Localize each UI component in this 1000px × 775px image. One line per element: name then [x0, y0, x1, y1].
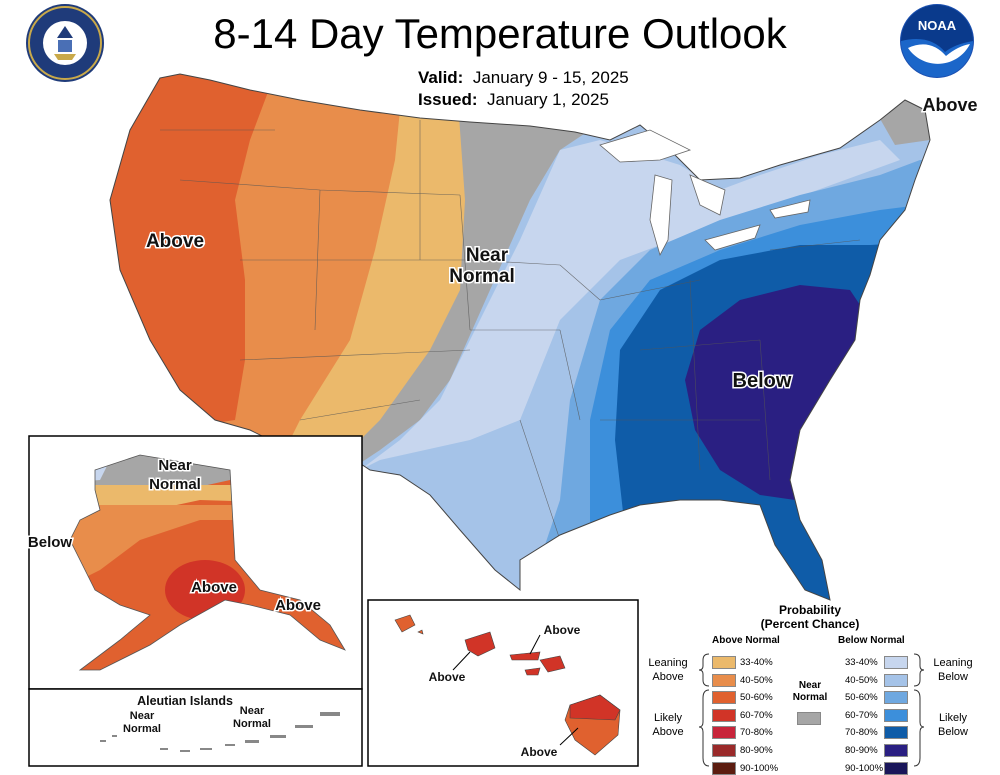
- above-range-4: 60-70%: [740, 709, 773, 721]
- commerce-seal-icon: [28, 6, 102, 80]
- hawaii-islands: [394, 614, 621, 756]
- above-swatch-1: [712, 656, 736, 669]
- aleutian-left-normal: Normal: [123, 723, 161, 735]
- commerce-seal-logo: [26, 4, 104, 82]
- above-swatch-2: [712, 673, 736, 687]
- alaska-label-near: Near: [158, 457, 192, 474]
- above-range-6: 80-90%: [740, 745, 773, 756]
- above-range-1: 33-40%: [740, 657, 773, 668]
- issued-value: January 1, 2025: [486, 90, 609, 109]
- below-swatch-2: [884, 673, 908, 687]
- label-maine-above: Above: [922, 95, 977, 115]
- below-swatch-5: [884, 726, 908, 740]
- below-swatch-4: [884, 708, 908, 722]
- alaska-outline: [69, 454, 346, 671]
- valid-value: January 9 - 15, 2025: [472, 68, 629, 87]
- below-range-7: 90-100%: [845, 762, 884, 774]
- above-swatch-5: [712, 726, 736, 740]
- above-swatch-3: [712, 691, 736, 705]
- legend-title-line2: (Percent Chance): [760, 617, 860, 631]
- aleutian-left-near: Near: [130, 710, 155, 722]
- issued-dates: Issued: January 1, 2025: [418, 90, 609, 110]
- legend-near-normal-label: Near Normal: [792, 680, 828, 703]
- label-southeast-below: Below: [733, 370, 792, 392]
- legend-leaning-above: Leaning Above: [648, 657, 688, 683]
- hawaii-label-left: Above: [429, 670, 466, 684]
- legend-above-braces: [698, 653, 710, 767]
- above-swatch-6: [712, 744, 736, 757]
- below-swatch-7: [884, 761, 908, 775]
- below-swatch-3: [884, 691, 908, 705]
- legend-below-header: Below Normal: [838, 635, 905, 646]
- aleutian-right-near: Near: [240, 705, 265, 717]
- above-range-2: 40-50%: [740, 674, 773, 686]
- above-range-3: 50-60%: [740, 692, 773, 704]
- below-range-6: 80-90%: [845, 745, 878, 756]
- legend-above-header: Above Normal: [712, 635, 780, 646]
- label-plains-normal: Normal: [449, 266, 514, 287]
- legend-title: Probability (Percent Chance): [700, 603, 920, 631]
- noaa-bird-icon: NOAA: [901, 5, 973, 77]
- below-swatch-1: [884, 656, 908, 669]
- below-range-5: 70-80%: [845, 727, 878, 739]
- valid-label: Valid:: [418, 68, 464, 87]
- below-range-1: 33-40%: [845, 657, 878, 668]
- legend-leaning-below: Leaning Below: [933, 657, 973, 683]
- valid-dates: Valid: January 9 - 15, 2025: [418, 68, 629, 88]
- hawaii-label-right: Above: [544, 623, 581, 637]
- legend-below-braces: [913, 653, 925, 767]
- below-swatch-6: [884, 744, 908, 757]
- label-west-above: Above: [146, 231, 204, 252]
- alaska-label-above-central: Above: [191, 579, 237, 596]
- above-range-5: 70-80%: [740, 727, 773, 739]
- aleutian-title: Aleutian Islands: [137, 694, 233, 708]
- legend-likely-above: Likely Above: [652, 712, 684, 738]
- below-range-4: 60-70%: [845, 709, 878, 721]
- above-range-7: 90-100%: [740, 762, 779, 774]
- above-swatch-4: [712, 708, 736, 722]
- great-lakes: [599, 129, 811, 257]
- page-title: 8-14 Day Temperature Outlook: [213, 10, 787, 57]
- below-range-2: 40-50%: [845, 674, 878, 686]
- hawaii-label-bottom: Above: [521, 745, 558, 759]
- alaska-label-above-southeast: Above: [275, 597, 321, 614]
- below-range-3: 50-60%: [845, 692, 878, 704]
- alaska-label-below: Below: [28, 534, 73, 551]
- legend-near-normal-swatch: [797, 712, 821, 725]
- noaa-logo: NOAA: [900, 4, 974, 78]
- alaska-label-normal: Normal: [149, 476, 201, 493]
- above-swatch-7: [712, 761, 736, 775]
- label-plains-near: Near: [466, 245, 509, 266]
- aleutian-right-normal: Normal: [233, 718, 271, 730]
- issued-label: Issued:: [418, 90, 478, 109]
- legend-title-line1: Probability: [778, 603, 841, 617]
- legend-likely-below: Likely Below: [938, 712, 968, 738]
- svg-text:NOAA: NOAA: [918, 18, 957, 33]
- aleutian-islands: [100, 712, 340, 752]
